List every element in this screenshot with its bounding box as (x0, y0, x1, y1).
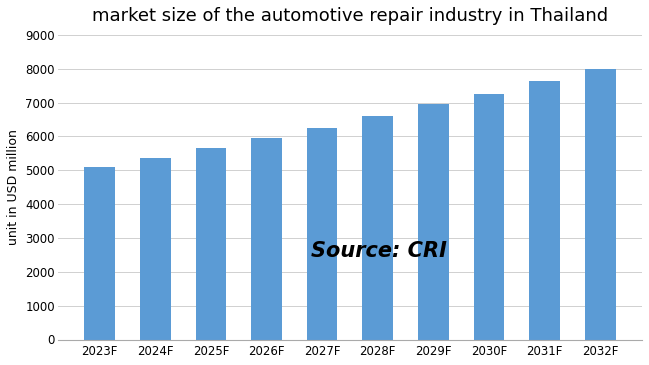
Bar (140, 158, 171, 339)
Bar (307, 128, 337, 339)
Title: market size of the automotive repair industry in Thailand: market size of the automotive repair ind… (92, 7, 608, 25)
Bar (474, 94, 504, 339)
Text: Source: CRI: Source: CRI (311, 242, 447, 261)
Bar (251, 138, 282, 339)
Y-axis label: unit in USD million: unit in USD million (7, 129, 20, 245)
Bar (84, 167, 115, 339)
Bar (530, 81, 560, 339)
Bar (195, 148, 227, 339)
Bar (363, 116, 393, 339)
Bar (418, 104, 448, 339)
Bar (585, 69, 615, 339)
